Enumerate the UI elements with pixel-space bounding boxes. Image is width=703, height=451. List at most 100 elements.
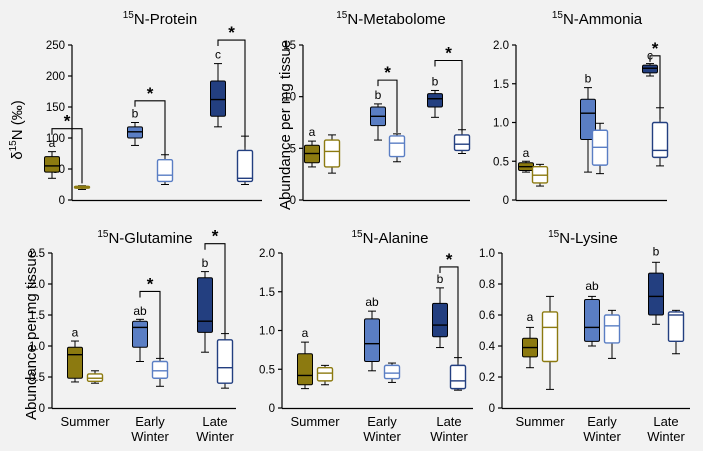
ammonia-significance-letter: c [647, 48, 653, 62]
lysine-significance-letter: ab [585, 279, 599, 293]
lysine-box-late-winter-open [667, 309, 685, 355]
protein-box-summer-filled [44, 151, 60, 179]
box-body [383, 364, 401, 380]
lysine-xtick-label: Early [587, 414, 617, 429]
glutamine-significance-bracket [204, 243, 226, 337]
ammonia-significance-star: * [652, 39, 659, 58]
title-alanine: 15N-Alanine [352, 229, 429, 247]
box-body [427, 93, 443, 108]
box-body [151, 360, 169, 379]
title-ammonia: 15N-Ammonia [552, 10, 643, 28]
box-body [156, 158, 174, 183]
alanine-ytick-label: 1.5 [259, 287, 275, 299]
panel-protein: 050100150200250abc*** [44, 23, 262, 207]
glutamine-xtick-label: Winter [196, 429, 234, 444]
metabolome-ytick-label: 5 [290, 143, 296, 155]
protein-significance-bracket [51, 128, 83, 184]
metabolome-significance-letter: a [309, 125, 316, 139]
glutamine-significance-star: * [212, 227, 219, 246]
lysine-significance-letter: b [653, 245, 660, 259]
lysine-xtick-label: Winter [647, 429, 685, 444]
metabolome-box-late-winter-open [453, 129, 471, 154]
metabolome-box-summer-filled [304, 140, 320, 168]
protein-significance-bracket [217, 39, 246, 148]
lysine-ytick-label: 0.6 [479, 310, 495, 322]
glutamine-box-early-winter-open [151, 357, 169, 387]
lysine-box-summer-filled [522, 326, 538, 369]
box-body [667, 311, 685, 343]
metabolome-box-early-winter-open [388, 133, 406, 163]
protein-significance-bracket [134, 100, 166, 157]
lysine-ytick-label: 1.0 [479, 248, 495, 260]
glutamine-ytick-label: 2.5 [29, 248, 45, 260]
protein-ytick-label: 200 [46, 71, 65, 83]
protein-significance-letter: c [215, 48, 221, 62]
title-glutamine: 15N-Glutamine [97, 229, 192, 247]
alanine-ytick-label: 1.0 [259, 326, 275, 338]
protein-box-summer-open [73, 185, 91, 190]
box-body [580, 98, 596, 141]
glutamine-xtick-label: Summer [60, 414, 110, 429]
alanine-significance-letter: a [302, 326, 309, 340]
ylabel-protein: δ15N (‰) [8, 100, 26, 159]
lysine-significance-letter: a [527, 310, 534, 324]
alanine-box-early-winter-open [383, 362, 401, 383]
lysine-ytick-label: 0.2 [479, 372, 495, 384]
protein-significance-star: * [228, 23, 235, 42]
lysine-xtick-label: Winter [583, 429, 621, 444]
lysine-xtick-label: Summer [515, 414, 565, 429]
alanine-xtick-label: Winter [363, 429, 401, 444]
metabolome-significance-star: * [445, 44, 452, 63]
ammonia-significance-letter: a [523, 146, 530, 160]
box-body [236, 149, 254, 183]
box-body [651, 121, 669, 159]
box-body [210, 80, 226, 117]
alanine-significance-bracket [439, 266, 459, 363]
alanine-xtick-label: Late [436, 414, 461, 429]
title-protein: 15N-Protein [123, 10, 197, 28]
panel-ammonia: 0 0.5 1.0 1.5 2.0 a b c* [493, 39, 669, 207]
glutamine-box-late-winter-open [216, 333, 234, 389]
lysine-box-early-winter-filled [584, 295, 600, 347]
ammonia-box-summer-open [531, 163, 549, 187]
alanine-xtick-label: Winter [430, 429, 468, 444]
box-body [603, 314, 621, 344]
glutamine-xtick-label: Late [202, 414, 227, 429]
metabolome-significance-star: * [384, 63, 391, 82]
box-body [541, 311, 559, 363]
glutamine-ytick-label: 0.5 [29, 372, 45, 384]
title-metabolome: 15N-Metabolome [336, 10, 446, 28]
protein-significance-letter: b [132, 106, 139, 120]
lysine-box-summer-open [541, 295, 559, 390]
box-body [132, 320, 148, 348]
ammonia-significance-letter: b [585, 72, 592, 86]
glutamine-ytick-label: 0 [39, 403, 45, 415]
box-body [584, 299, 600, 342]
protein-box-early-winter-filled [127, 122, 143, 146]
box-body [364, 318, 380, 362]
ammonia-significance-bracket [649, 55, 661, 120]
box-body [432, 302, 448, 338]
ylabel-top-shared: Abundance per mg tissue [277, 40, 294, 210]
ammonia-box-early-winter-open [591, 122, 609, 175]
alanine-significance-letter: b [437, 272, 444, 286]
alanine-significance-letter: ab [365, 295, 379, 309]
glutamine-xtick-label: Winter [131, 429, 169, 444]
glutamine-ytick-label: 1.5 [29, 310, 45, 322]
alanine-box-summer-filled [297, 341, 313, 390]
box-body [297, 353, 313, 386]
box-body [44, 156, 60, 173]
ammonia-box-late-winter-filled [642, 63, 658, 77]
ylabel-bottom-shared: Abundance per mg tissue [23, 250, 40, 420]
glutamine-box-summer-open [86, 370, 104, 384]
box-body [648, 272, 664, 316]
ammonia-ytick-label: 1.0 [493, 118, 509, 130]
panels: 050100150200250abc***051015abb**00.51.01… [29, 23, 690, 444]
glutamine-significance-letter: a [72, 326, 79, 340]
title-lysine: 15N-Lysine [548, 229, 618, 247]
lysine-xtick-label: Late [653, 414, 678, 429]
